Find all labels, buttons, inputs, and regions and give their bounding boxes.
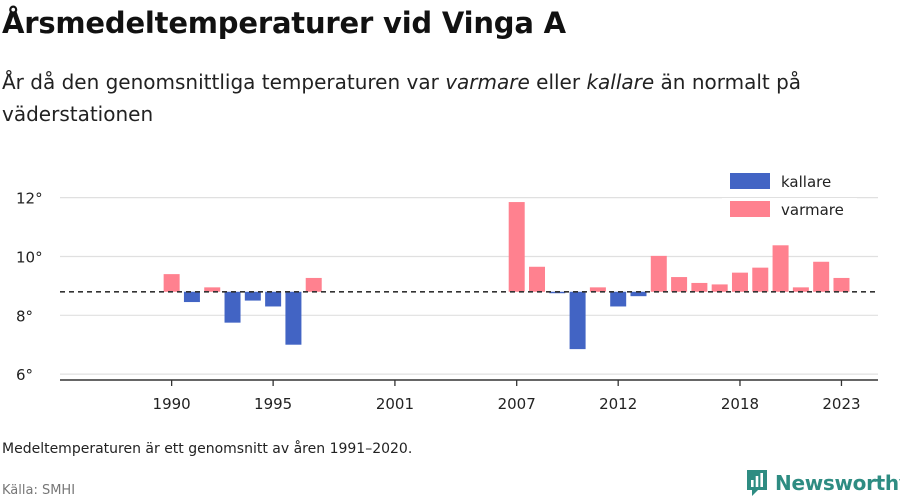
y-tick-label: 6° xyxy=(16,366,33,384)
x-tick-label: 2018 xyxy=(721,395,759,413)
bar-2018 xyxy=(731,272,748,292)
bar-2020 xyxy=(772,245,789,292)
bar-1994 xyxy=(244,291,261,301)
legend-swatch-varmare xyxy=(730,201,770,217)
bar-2010 xyxy=(569,291,586,350)
bar-1992 xyxy=(204,287,221,292)
bar-1990 xyxy=(163,274,180,292)
x-tick-label: 2007 xyxy=(498,395,536,413)
legend-swatch-kallare xyxy=(730,173,770,189)
bar-2012 xyxy=(610,291,627,307)
y-tick-label: 8° xyxy=(16,307,33,325)
subtitle-cold: kallare xyxy=(586,70,655,94)
x-tick-label: 1995 xyxy=(254,395,292,413)
subtitle-text-end: än normalt på väderstationen xyxy=(2,70,802,126)
x-tick-label: 2001 xyxy=(376,395,414,413)
legend-label-varmare: varmare xyxy=(781,201,844,219)
chart-subtitle: År då den genomsnittliga temperaturen va… xyxy=(2,66,882,130)
y-tick-label: 12° xyxy=(16,190,43,208)
chart-title: Årsmedeltemperaturer vid Vinga A xyxy=(2,6,566,40)
bar-2007 xyxy=(508,202,525,292)
bar-2019 xyxy=(752,267,769,292)
bar-2013 xyxy=(630,291,647,297)
bar-2023 xyxy=(833,277,850,292)
legend-label-kallare: kallare xyxy=(781,173,831,191)
bar-1993 xyxy=(224,291,241,323)
subtitle-warm: varmare xyxy=(445,70,530,94)
brand-logo[interactable]: Newsworthy xyxy=(745,468,900,498)
y-tick-label: 10° xyxy=(16,248,43,266)
bar-1995 xyxy=(265,291,282,307)
footnote: Medeltemperaturen är ett genomsnitt av å… xyxy=(2,441,413,457)
subtitle-text-mid: eller xyxy=(529,70,587,94)
source-credit: Källa: SMHI xyxy=(2,483,76,498)
bar-2015 xyxy=(671,277,688,292)
subtitle-text: År då den genomsnittliga temperaturen va… xyxy=(2,70,446,94)
brand-name: Newsworthy xyxy=(775,471,900,495)
bar-2008 xyxy=(528,266,545,292)
bar-2017 xyxy=(711,284,728,292)
bar-2016 xyxy=(691,282,708,292)
newsworthy-logo-icon xyxy=(747,470,767,496)
bar-2011 xyxy=(589,287,606,292)
bar-1991 xyxy=(183,291,200,303)
bar-2022 xyxy=(813,261,830,292)
x-tick-label: 2012 xyxy=(599,395,637,413)
x-tick-label: 2023 xyxy=(822,395,860,413)
bar-1996 xyxy=(285,291,302,345)
bar-2021 xyxy=(792,287,809,292)
x-tick-label: 1990 xyxy=(153,395,191,413)
bar-1997 xyxy=(305,277,322,292)
temperature-bar-chart: 6° 8° 10° 12° 1990 1995 2001 2007 2012 2018 2023 ka… xyxy=(16,170,878,413)
bar-2014 xyxy=(650,255,667,292)
